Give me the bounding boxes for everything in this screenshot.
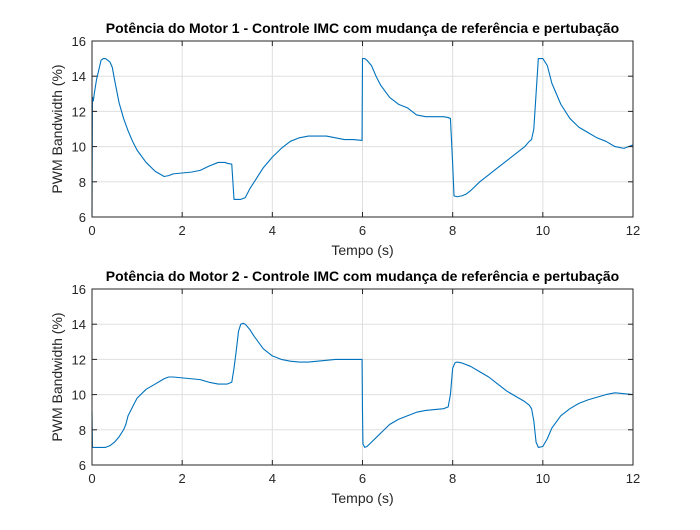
chart-title: Potência do Motor 2 - Controle IMC com m…: [106, 268, 619, 284]
y-axis-label: PWM Bandwidth (%): [49, 312, 65, 441]
y-tick-label: 8: [79, 175, 86, 190]
x-axis-label: Tempo (s): [331, 490, 393, 506]
x-tick-label: 2: [179, 223, 186, 238]
x-tick-label: 12: [626, 223, 640, 238]
y-tick-label: 10: [72, 388, 86, 403]
y-tick-label: 12: [72, 352, 86, 367]
series-line: [91, 322, 634, 448]
x-axis-label: Tempo (s): [331, 242, 393, 258]
y-tick-label: 8: [79, 423, 86, 438]
subplot-2: 0 2 4 6 8 10 12 6 8 10 12 14 16 Potência do Motor 2 -…: [49, 268, 640, 506]
x-tick-label: 0: [88, 471, 95, 486]
y-tick-label: 14: [72, 317, 86, 332]
y-axis-label: PWM Bandwidth (%): [49, 64, 65, 193]
y-tick-label: 12: [72, 104, 86, 119]
y-tick-label: 10: [72, 140, 86, 155]
subplot-1: 0 2 4 6 8 10 12 6 8 10 12 14 16 Potência do Motor 1 -…: [49, 20, 640, 258]
y-tick-label: 16: [72, 282, 86, 297]
x-tick-label: 4: [269, 471, 276, 486]
x-tick-label: 6: [359, 223, 366, 238]
y-tick-label: 14: [72, 69, 86, 84]
x-tick-label: 10: [536, 223, 550, 238]
x-tick-label: 8: [449, 471, 456, 486]
series-line: [91, 58, 634, 216]
x-tick-label: 12: [626, 471, 640, 486]
y-tick-label: 6: [79, 458, 86, 473]
x-tick-label: 10: [536, 471, 550, 486]
x-tick-label: 6: [359, 471, 366, 486]
x-tick-label: 4: [269, 223, 276, 238]
x-tick-label: 8: [449, 223, 456, 238]
x-tick-label: 2: [179, 471, 186, 486]
chart-title: Potência do Motor 1 - Controle IMC com m…: [106, 20, 619, 36]
x-tick-label: 0: [88, 223, 95, 238]
y-tick-label: 6: [79, 210, 86, 225]
y-tick-label: 16: [72, 34, 86, 49]
